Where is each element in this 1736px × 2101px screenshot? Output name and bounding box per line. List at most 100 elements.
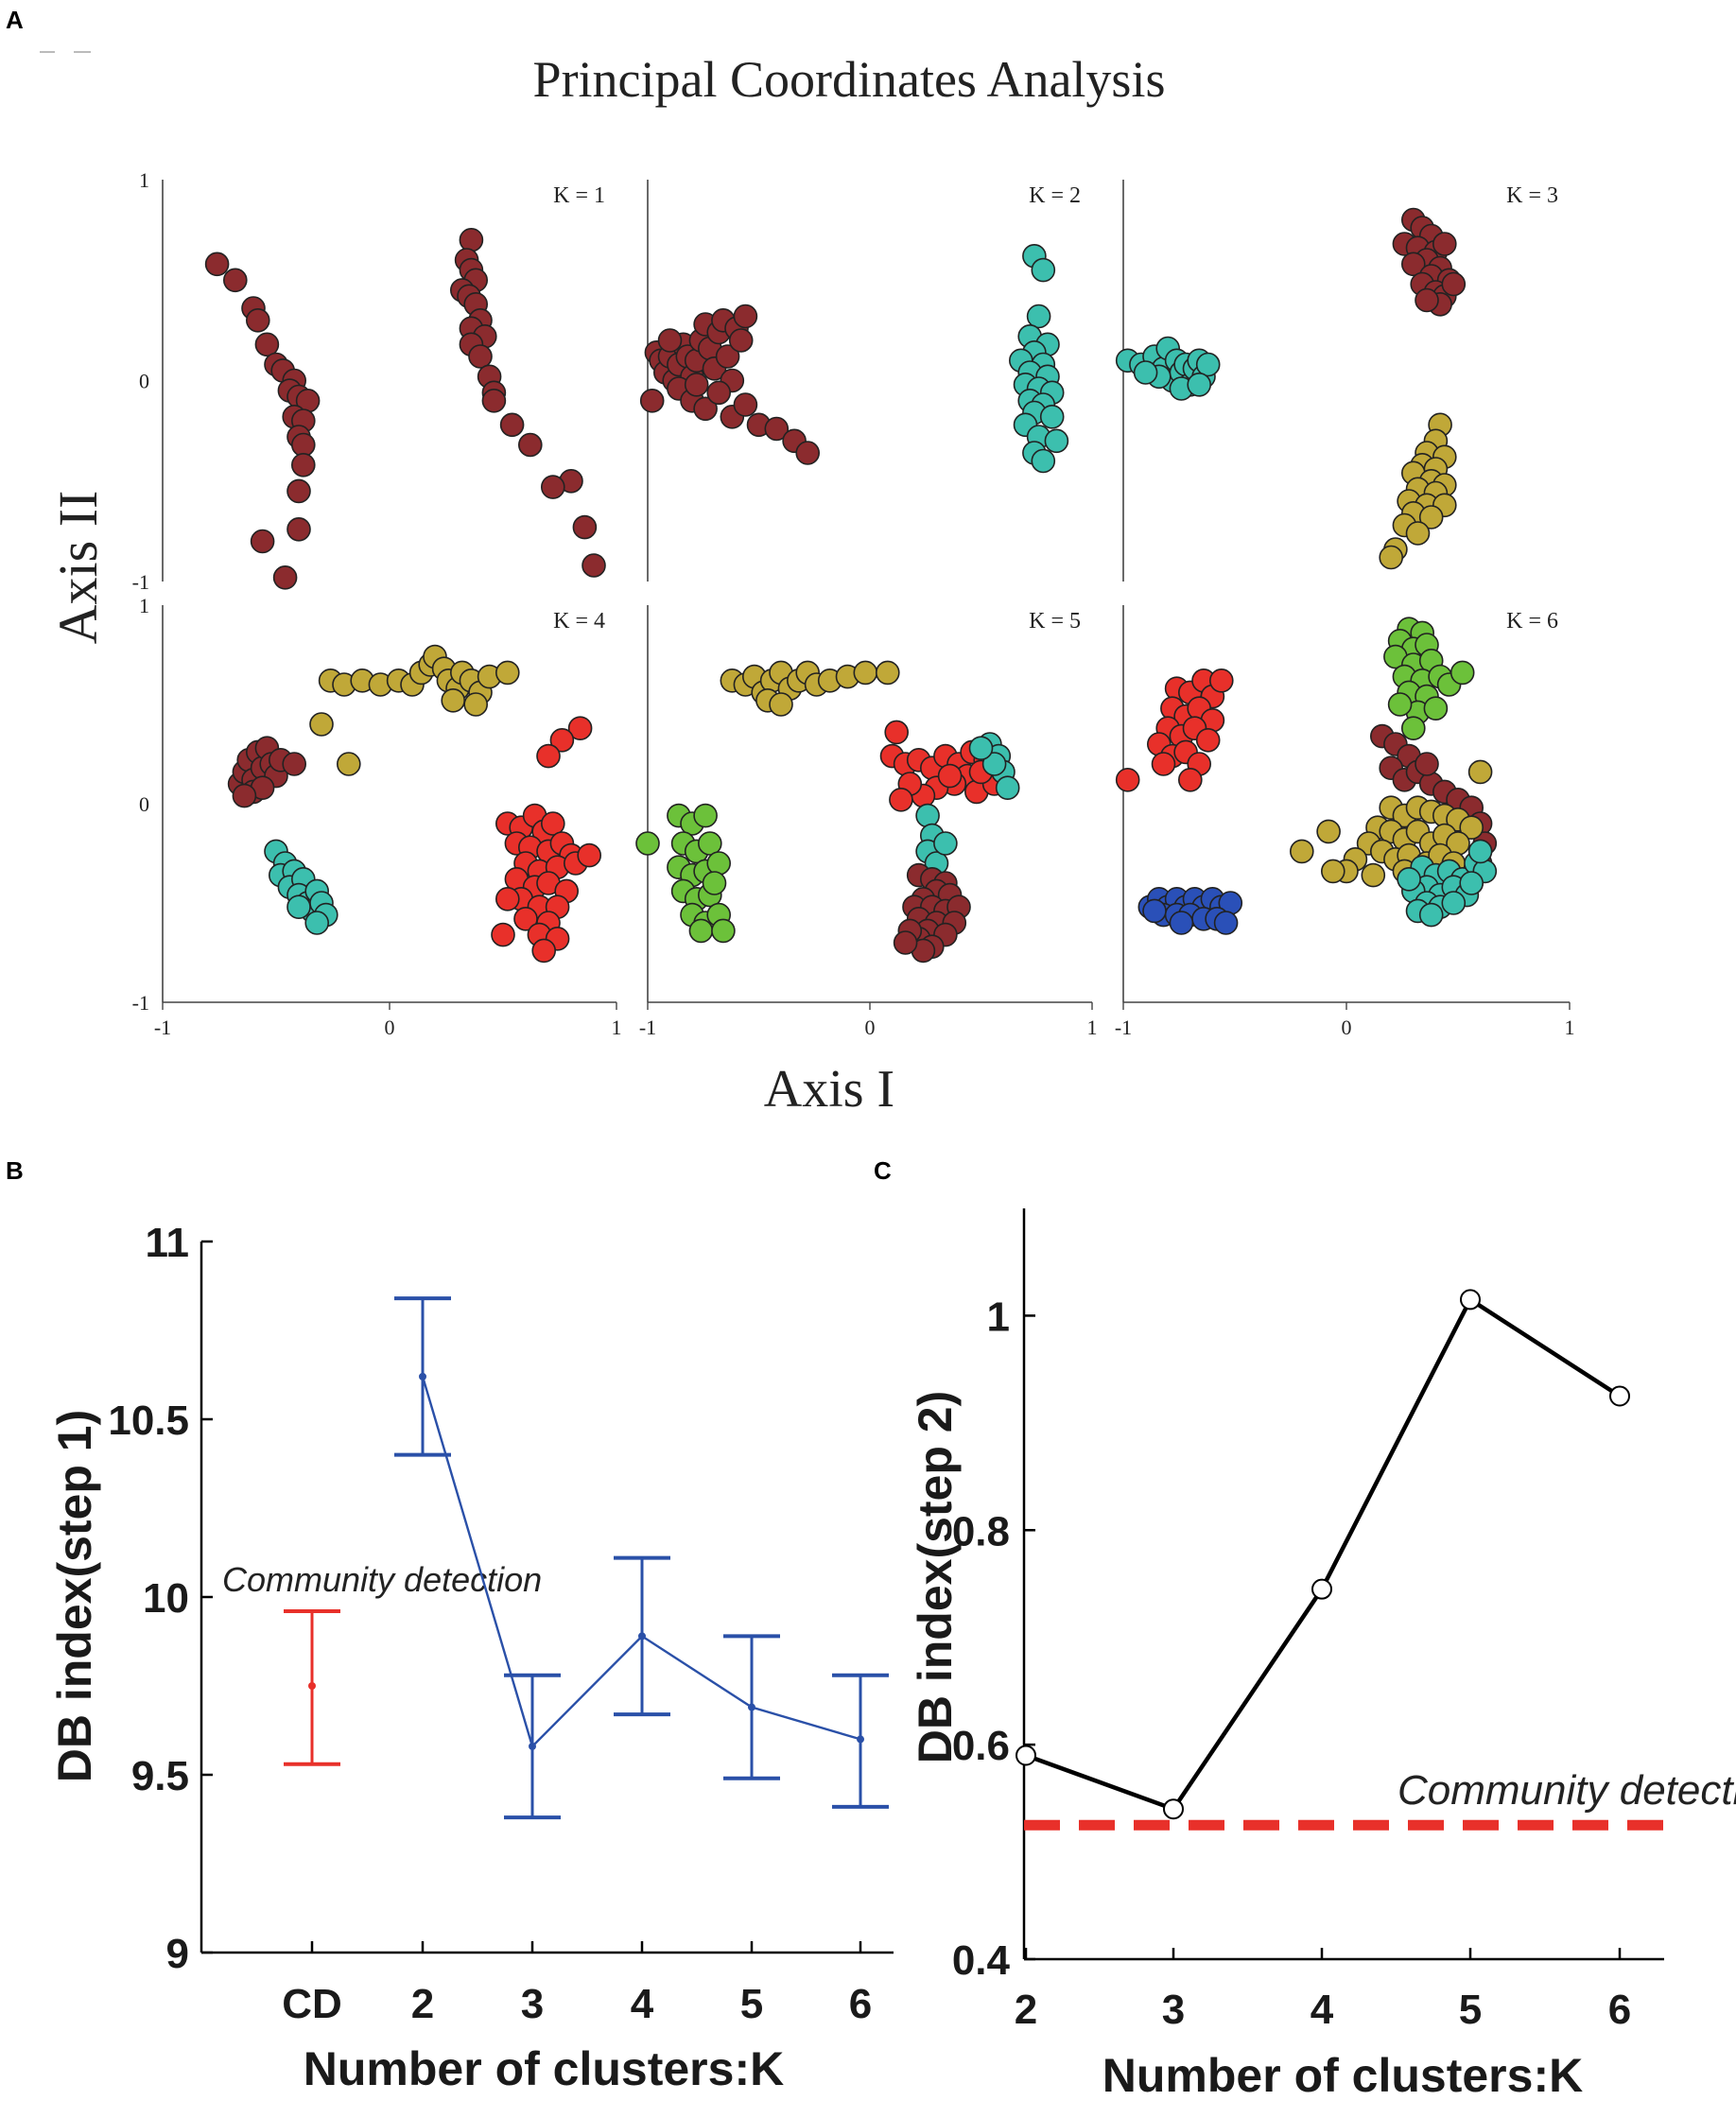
c-x-tick-label: 2 xyxy=(1015,1987,1037,2033)
point-olive xyxy=(853,660,878,686)
point-teal xyxy=(1459,871,1484,895)
c-point-6 xyxy=(1609,1385,1630,1407)
pcoa-x-axis-label: Axis I xyxy=(764,1060,894,1119)
point-brown xyxy=(272,564,298,590)
point-brown xyxy=(764,416,790,442)
point-brown xyxy=(232,783,257,808)
point-red xyxy=(1115,767,1140,792)
c-x-tick-label: 3 xyxy=(1162,1987,1185,2033)
point-brown xyxy=(684,372,709,397)
point-red xyxy=(1195,727,1221,753)
b-y-tick-label: 9.5 xyxy=(131,1753,189,1799)
point-teal xyxy=(1044,428,1069,454)
panel-label-b: B xyxy=(6,1156,24,1185)
pcoa-subplot-1: K = 1 1 0 -1 xyxy=(132,168,606,594)
pcoa-subplot-2: K = 2 xyxy=(639,180,1081,582)
subplot-k-label: K = 3 xyxy=(1506,183,1558,208)
point-blue xyxy=(1213,911,1239,935)
point-olive xyxy=(441,687,466,713)
subplot-k-label: K = 2 xyxy=(1029,183,1081,208)
y-tick-label: 0 xyxy=(139,370,149,393)
point-green xyxy=(688,918,714,944)
point-olive xyxy=(336,752,361,776)
b-point xyxy=(308,1682,316,1690)
b-x-tick-label: 2 xyxy=(411,1981,434,2027)
b-point xyxy=(857,1735,864,1744)
point-green xyxy=(711,918,736,944)
point-green xyxy=(1401,716,1426,741)
point-teal xyxy=(1441,891,1467,915)
point-red xyxy=(491,922,515,947)
point-brown xyxy=(572,514,598,540)
point-brown xyxy=(693,396,718,422)
b-x-axis-label: Number of clusters:K xyxy=(304,2042,784,2095)
point-brown xyxy=(499,412,525,438)
y-tick-label: -1 xyxy=(132,570,149,594)
point-brown xyxy=(282,752,307,776)
point-brown xyxy=(733,304,758,329)
point-brown xyxy=(706,380,732,406)
point-red xyxy=(884,720,910,745)
y-tick-label: -1 xyxy=(132,991,149,1015)
c-y-tick-label: 0.6 xyxy=(952,1723,1010,1769)
x-tick-label: -1 xyxy=(1115,1016,1132,1039)
pcoa-panel: Principal Coordinates Analysis Axis II A… xyxy=(47,51,1575,1119)
b-errorbar-5 xyxy=(723,1634,780,1780)
point-brown xyxy=(715,344,740,369)
point-brown xyxy=(1441,271,1467,297)
point-teal xyxy=(1187,372,1211,397)
point-olive xyxy=(1459,815,1484,841)
point-teal xyxy=(1031,448,1056,474)
point-red xyxy=(531,938,557,964)
panel-label-c: C xyxy=(874,1156,892,1185)
pcoa-subplot-4: K = 4 1 0 -1-1 0 1 xyxy=(132,594,622,1039)
c-point-3 xyxy=(1163,1798,1184,1820)
point-teal xyxy=(1026,304,1051,329)
point-red xyxy=(1209,668,1234,693)
point-olive xyxy=(1316,819,1341,844)
b-point xyxy=(419,1372,426,1380)
point-brown xyxy=(1415,752,1439,776)
db-step2-panel: DB index(step 2) Number of clusters:K Co… xyxy=(909,1208,1736,2101)
point-brown xyxy=(657,328,683,353)
panel-label-a: A xyxy=(6,6,24,34)
c-x-tick-label: 4 xyxy=(1311,1987,1334,2033)
subplot-k-label: K = 1 xyxy=(553,183,605,208)
c-y-tick-label: 0.4 xyxy=(952,1937,1011,1984)
x-tick-label: 0 xyxy=(385,1016,395,1039)
b-y-tick-label: 11 xyxy=(145,1220,189,1266)
b-point xyxy=(529,1742,536,1750)
point-teal xyxy=(286,894,311,920)
c-x-tick-label: 6 xyxy=(1608,1987,1631,2033)
point-brown xyxy=(254,332,280,357)
b-y-tick-label: 9 xyxy=(166,1931,189,1977)
point-olive xyxy=(1467,759,1493,785)
point-brown xyxy=(286,478,311,504)
b-x-tick-label: 3 xyxy=(521,1981,544,2027)
point-olive xyxy=(1321,859,1345,884)
point-red xyxy=(1178,767,1203,792)
point-brown xyxy=(286,516,311,542)
point-brown xyxy=(250,529,275,554)
point-brown xyxy=(290,432,316,458)
subplot-k-label: K = 6 xyxy=(1506,609,1558,634)
point-teal xyxy=(968,736,994,761)
point-brown xyxy=(728,328,754,353)
point-green xyxy=(697,831,722,856)
c-ticks: 1 0.8 0.6 0.42 3 4 5 6 xyxy=(952,1294,1631,2033)
point-brown xyxy=(245,307,270,333)
b-errorbar-2 xyxy=(394,1296,451,1457)
b-x-tick-label: CD xyxy=(282,1981,342,2027)
point-brown xyxy=(204,252,230,277)
point-brown xyxy=(223,268,248,293)
b-y-tick-label: 10.5 xyxy=(108,1398,189,1444)
x-tick-label: 1 xyxy=(1087,1016,1098,1039)
point-teal xyxy=(1039,404,1065,429)
point-brown xyxy=(481,388,507,413)
b-ticks: 11 10.5 10 9.5 9 CD 2 3 4 5 6 xyxy=(108,1220,872,2027)
point-brown xyxy=(1401,252,1426,277)
c-y-tick-label: 0.8 xyxy=(952,1508,1010,1554)
point-red xyxy=(495,886,520,912)
